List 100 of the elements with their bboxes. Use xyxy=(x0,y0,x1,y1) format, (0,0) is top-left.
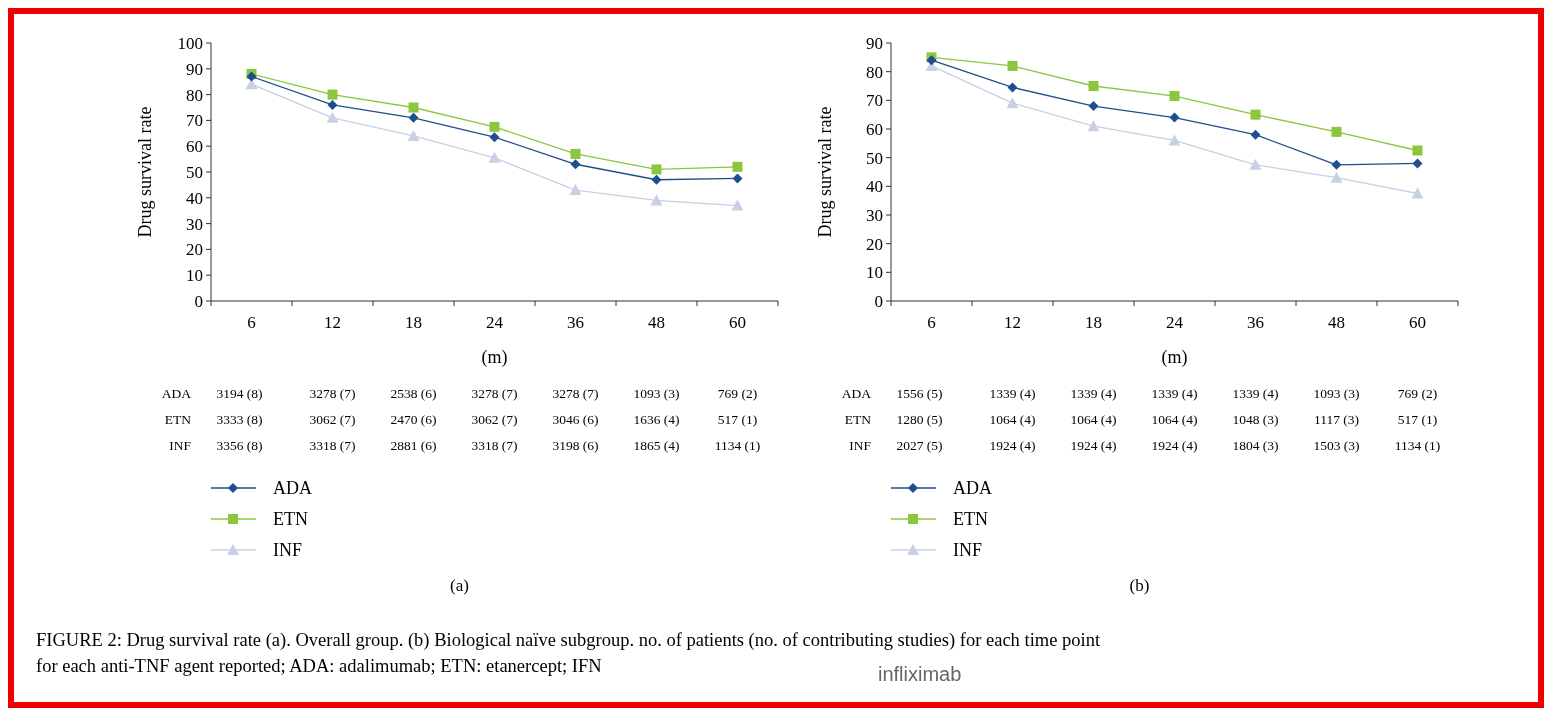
y-axis-title: Drug survival rate xyxy=(135,106,155,238)
point xyxy=(1412,145,1423,156)
point xyxy=(1007,82,1018,93)
point xyxy=(407,129,420,141)
point xyxy=(408,102,419,113)
text: 517 (1) xyxy=(1397,412,1438,427)
text: 1804 (3) xyxy=(1232,438,1279,453)
legend-label: INF xyxy=(273,540,303,561)
text: 1924 (4) xyxy=(989,438,1036,453)
point xyxy=(1088,101,1099,112)
text: 1865 (4) xyxy=(633,438,680,453)
point xyxy=(1411,187,1424,199)
point xyxy=(651,164,662,175)
text: 2470 (6) xyxy=(390,412,437,427)
text: 1064 (4) xyxy=(989,412,1036,427)
legend-label: ADA xyxy=(953,478,992,499)
text: 3046 (6) xyxy=(552,412,599,427)
text: 1064 (4) xyxy=(1151,412,1198,427)
point xyxy=(1006,97,1019,109)
text: 1134 (1) xyxy=(714,438,761,453)
caption: FIGURE 2: Drug survival rate (a). Overall group. (b) Biological naïve subgroup. no. of patients (no. of contributing studies) for each time point xyxy=(36,630,1101,651)
point xyxy=(1331,126,1342,137)
text: 3333 (8) xyxy=(216,412,263,427)
point xyxy=(569,184,582,196)
x-tick-label: 48 xyxy=(1328,313,1345,332)
point xyxy=(489,121,500,132)
x-tick-label: 6 xyxy=(247,313,256,332)
y-tick-label: 40 xyxy=(186,188,203,208)
x-tick-label: 18 xyxy=(405,313,422,332)
point xyxy=(488,151,501,163)
text: ETN xyxy=(164,412,192,427)
point xyxy=(1249,158,1262,170)
y-tick-label: 40 xyxy=(866,177,883,197)
y-tick-label: 80 xyxy=(866,62,883,82)
point xyxy=(1330,171,1343,183)
y-tick-label: 30 xyxy=(186,214,203,234)
y-tick-label: 0 xyxy=(194,291,203,311)
y-tick-label: 0 xyxy=(874,291,883,311)
text: 2881 (6) xyxy=(390,438,437,453)
text: 1503 (3) xyxy=(1313,438,1360,453)
text: 3062 (7) xyxy=(471,412,518,427)
x-tick-label: 12 xyxy=(324,313,341,332)
x-axis-title: (m) xyxy=(1161,347,1188,368)
y-axis-title: Drug survival rate xyxy=(815,106,835,238)
y-tick-label: 90 xyxy=(186,59,203,79)
legend-label: ADA xyxy=(273,478,312,499)
x-tick-label: 36 xyxy=(1247,313,1264,332)
text: ADA xyxy=(841,386,872,401)
text: 769 (2) xyxy=(1397,386,1438,401)
text: 1048 (3) xyxy=(1232,412,1279,427)
text: 3062 (7) xyxy=(309,412,356,427)
point xyxy=(570,159,581,170)
point xyxy=(1331,159,1342,170)
point xyxy=(408,112,419,123)
text: 3278 (7) xyxy=(309,386,356,401)
text: 1339 (4) xyxy=(1232,386,1279,401)
y-tick-label: 80 xyxy=(186,85,203,105)
point xyxy=(326,111,339,123)
text: 1134 (1) xyxy=(1394,438,1441,453)
x-tick-label: 12 xyxy=(1004,313,1021,332)
text: 3356 (8) xyxy=(216,438,263,453)
text: for each anti-TNF agent reported; ADA: adalimumab; ETN: etanercept; IFN xyxy=(36,656,602,676)
text: INF xyxy=(849,438,872,453)
text: 3278 (7) xyxy=(552,386,599,401)
y-tick-label: 70 xyxy=(866,91,883,111)
text: 1280 (5) xyxy=(896,412,943,427)
text: 1339 (4) xyxy=(1151,386,1198,401)
point xyxy=(327,99,338,110)
text: 1924 (4) xyxy=(1070,438,1117,453)
text: 1117 (3) xyxy=(1313,412,1360,427)
text: 1556 (5) xyxy=(896,386,943,401)
point xyxy=(1007,60,1018,71)
point xyxy=(731,199,744,211)
point xyxy=(732,161,743,172)
text: 1636 (4) xyxy=(633,412,680,427)
text: (a) xyxy=(450,576,469,595)
text: 1093 (3) xyxy=(1313,386,1360,401)
y-tick-label: 10 xyxy=(866,263,883,283)
text: 1339 (4) xyxy=(1070,386,1117,401)
text: ADA xyxy=(161,386,192,401)
x-tick-label: 60 xyxy=(1409,313,1426,332)
text: 2027 (5) xyxy=(896,438,943,453)
text: 1093 (3) xyxy=(633,386,680,401)
text: 1339 (4) xyxy=(989,386,1036,401)
y-tick-label: 10 xyxy=(186,266,203,286)
x-tick-label: 24 xyxy=(486,313,504,332)
point xyxy=(1169,91,1180,102)
point xyxy=(651,174,662,185)
point xyxy=(1412,158,1423,169)
text: 2538 (6) xyxy=(390,386,437,401)
legend-label: ETN xyxy=(953,509,988,530)
point xyxy=(1087,120,1100,132)
text: infliximab xyxy=(878,663,962,685)
x-tick-label: 6 xyxy=(927,313,936,332)
text: 517 (1) xyxy=(717,412,758,427)
y-tick-label: 50 xyxy=(186,162,203,182)
legend-label: INF xyxy=(953,540,983,561)
text: 3318 (7) xyxy=(309,438,356,453)
point xyxy=(327,89,338,100)
y-tick-label: 20 xyxy=(866,234,883,254)
